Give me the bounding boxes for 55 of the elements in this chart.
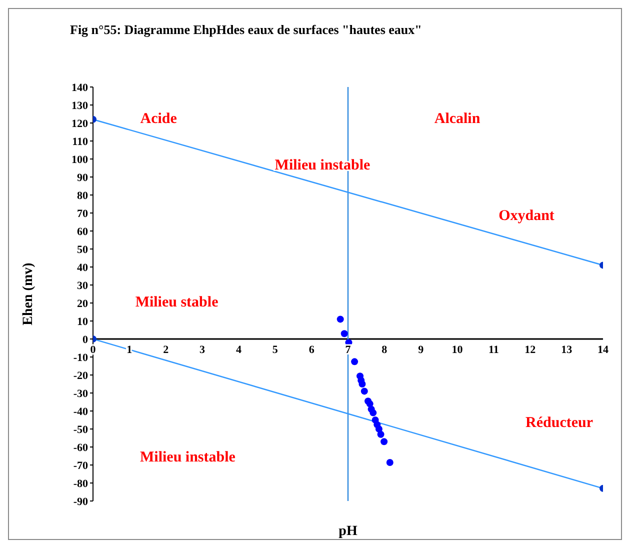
y-axis-title: Ehen (mv) xyxy=(20,262,36,326)
y-tick-label: -60 xyxy=(73,442,88,454)
y-tick-label: 120 xyxy=(72,118,88,130)
y-tick-label: 20 xyxy=(77,298,88,310)
x-tick-label: 14 xyxy=(598,344,609,356)
annotation: Réducteur xyxy=(526,415,594,432)
point xyxy=(386,458,394,466)
x-tick-label: 5 xyxy=(272,344,278,356)
point xyxy=(377,430,384,438)
y-tick-label: 140 xyxy=(72,82,88,94)
x-tick-label: 4 xyxy=(236,344,242,356)
x-tick-label: 10 xyxy=(452,344,464,356)
y-tick-label: 30 xyxy=(77,280,88,292)
y-tick-label: 100 xyxy=(72,154,88,166)
annotation: Alcalin xyxy=(434,110,481,127)
y-tick-label: 0 xyxy=(82,334,88,346)
y-tick-label: -10 xyxy=(73,352,88,364)
chart-title: Fig n°55: Diagramme EhpHdes eaux de surfaces "hautes eaux" xyxy=(70,22,422,38)
y-tick-label: 90 xyxy=(77,172,88,184)
point xyxy=(370,409,377,416)
point xyxy=(336,316,344,323)
y-tick-label: 10 xyxy=(77,316,88,328)
y-tick-label: -80 xyxy=(73,478,88,490)
y-tick-label: 50 xyxy=(77,244,88,256)
x-tick-label: 9 xyxy=(418,344,424,356)
point xyxy=(351,358,358,366)
annotation: Milieu stable xyxy=(135,294,219,311)
x-tick-label: 11 xyxy=(488,344,499,356)
y-tick-label: 70 xyxy=(77,208,88,220)
y-tick-label: 80 xyxy=(77,190,88,202)
point xyxy=(360,388,368,395)
x-tick-label: 13 xyxy=(561,344,573,356)
y-tick-label: -90 xyxy=(73,496,88,508)
annotation: Acide xyxy=(140,110,178,127)
y-tick-label: -40 xyxy=(73,406,88,418)
annotation: Oxydant xyxy=(498,208,554,224)
y-tick-label: 60 xyxy=(77,226,88,238)
annotation: Milieu instable xyxy=(140,449,236,466)
x-tick-label: 2 xyxy=(163,344,170,356)
y-tick-label: -50 xyxy=(73,424,88,436)
point xyxy=(358,380,366,388)
y-tick-label: -20 xyxy=(73,370,88,382)
x-tick-label: 6 xyxy=(308,344,315,356)
point xyxy=(380,438,388,446)
y-tick-label: -30 xyxy=(73,388,88,400)
x-tick-label: 3 xyxy=(200,344,206,356)
x-tick-label: 8 xyxy=(382,344,388,356)
point xyxy=(340,330,348,338)
y-tick-label: 40 xyxy=(77,262,88,274)
x-tick-label: 12 xyxy=(524,344,536,356)
y-tick-label: 130 xyxy=(72,100,88,112)
y-tick-label: 110 xyxy=(72,136,88,148)
x-axis-title: pH xyxy=(338,524,358,539)
point xyxy=(375,426,382,432)
y-tick-label: -70 xyxy=(73,460,88,472)
